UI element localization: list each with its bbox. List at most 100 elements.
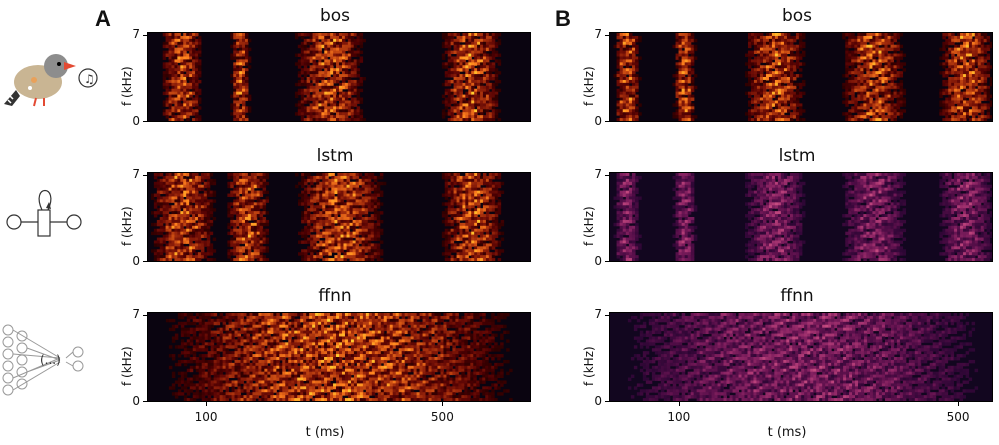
spectrogram-cell bbox=[488, 71, 493, 75]
spectrogram-cell bbox=[321, 106, 325, 110]
spectrogram-cell bbox=[330, 56, 334, 60]
spectrogram-cell bbox=[312, 327, 316, 332]
spectrogram-cell bbox=[244, 88, 249, 93]
spectrogram-cell bbox=[207, 395, 212, 399]
spectrogram-cell bbox=[462, 94, 466, 99]
spectrogram-cell bbox=[216, 362, 221, 367]
spectrogram-cell bbox=[318, 47, 322, 52]
spectrogram-cell bbox=[341, 100, 346, 104]
spectrogram-cell bbox=[222, 324, 227, 329]
spectrogram-cell bbox=[237, 345, 242, 349]
spectrogram-cell bbox=[200, 199, 205, 203]
spectrogram-cell bbox=[183, 351, 188, 355]
spectrogram-cell bbox=[367, 181, 372, 186]
spectrogram-cell bbox=[258, 365, 262, 370]
spectrogram-cell bbox=[177, 243, 181, 247]
spectrogram-cell bbox=[333, 62, 337, 66]
spectrogram-cell bbox=[356, 71, 361, 75]
spectrogram-cell bbox=[228, 374, 233, 379]
spectrogram-cell bbox=[174, 181, 178, 186]
spectrogram-cell bbox=[361, 228, 366, 233]
spectrogram-cell bbox=[186, 199, 190, 203]
spectrogram-cell bbox=[198, 395, 203, 399]
spectrogram-cell bbox=[244, 255, 249, 259]
spectrogram-cell bbox=[212, 181, 217, 186]
spectrogram-cell bbox=[319, 175, 323, 180]
spectrogram-cell bbox=[225, 339, 230, 343]
spectrogram-cell bbox=[249, 330, 253, 335]
spectrogram-cell bbox=[331, 190, 335, 195]
spectrogram-cell bbox=[300, 362, 304, 367]
spectrogram-cell bbox=[195, 44, 199, 49]
spectrogram-cell bbox=[485, 199, 490, 203]
spectrogram-cell bbox=[261, 365, 265, 370]
spectrogram-cell bbox=[485, 246, 490, 250]
spectrogram-cell bbox=[174, 246, 178, 250]
spectrogram-cell bbox=[186, 94, 190, 99]
spectrogram-cell bbox=[376, 246, 381, 250]
spectrogram-cell bbox=[162, 196, 167, 200]
spectrogram-cell bbox=[192, 79, 196, 84]
spectrogram-cell bbox=[276, 371, 280, 376]
spectrogram-cell bbox=[285, 365, 289, 370]
spectrogram-cell bbox=[177, 56, 181, 60]
spectrogram-cell bbox=[333, 91, 337, 96]
spectrogram-cell bbox=[262, 228, 267, 233]
spectrogram-cell bbox=[315, 47, 320, 52]
spectrogram-cell bbox=[313, 246, 317, 250]
spectrogram-cell bbox=[239, 208, 243, 212]
spectrogram-cell bbox=[168, 53, 173, 57]
spectrogram-cell bbox=[197, 199, 202, 203]
spectrogram-cell bbox=[183, 202, 187, 206]
spectrogram-cell bbox=[474, 211, 478, 215]
spectrogram-cell bbox=[364, 231, 369, 236]
spectrogram-cell bbox=[462, 205, 466, 209]
spectrogram-cell bbox=[346, 187, 351, 192]
spectrogram-cell bbox=[244, 205, 249, 209]
spectrogram-cell bbox=[189, 252, 193, 256]
spectrogram-cell bbox=[255, 368, 259, 373]
spectrogram-cell bbox=[279, 339, 283, 343]
spectrogram-cell bbox=[180, 112, 184, 116]
spectrogram-cell bbox=[183, 342, 188, 346]
spectrogram-cell bbox=[340, 258, 344, 261]
spectrogram-cell bbox=[180, 44, 184, 49]
spectrogram-cell bbox=[344, 85, 349, 90]
spectrogram-cell bbox=[339, 103, 343, 107]
spectrogram-cell bbox=[459, 181, 463, 186]
spectrogram-cell bbox=[246, 368, 250, 373]
spectrogram-cell bbox=[250, 208, 255, 212]
spectrogram-cell bbox=[297, 44, 302, 49]
spectrogram-cell bbox=[306, 112, 311, 116]
spectrogram-cell bbox=[253, 178, 258, 183]
spectrogram-cell bbox=[356, 33, 361, 37]
spectrogram-cell bbox=[256, 202, 261, 206]
spectrogram-cell bbox=[198, 327, 203, 332]
spectrogram-cell bbox=[200, 219, 205, 224]
spectrogram-cell bbox=[195, 389, 200, 393]
spectrogram-cell bbox=[494, 196, 499, 200]
spectrogram-cell bbox=[494, 243, 499, 247]
spectrogram-cell bbox=[258, 330, 262, 335]
spectrogram-cell bbox=[312, 348, 316, 352]
spectrogram-cell bbox=[171, 211, 175, 215]
spectrogram-cell bbox=[247, 65, 252, 69]
spectrogram-cell bbox=[494, 193, 499, 197]
spectrogram-cell bbox=[189, 33, 193, 37]
spectrogram-cell bbox=[186, 354, 191, 358]
spectrogram-cell bbox=[256, 234, 261, 239]
spectrogram-cell bbox=[344, 112, 349, 116]
spectrogram-cell bbox=[339, 59, 343, 63]
spectrogram-cell bbox=[156, 211, 161, 215]
spectrogram-cell bbox=[258, 374, 262, 379]
spectrogram-cell bbox=[304, 249, 308, 253]
spectrogram-cell bbox=[242, 181, 246, 186]
spectrogram-cell bbox=[195, 222, 199, 227]
spectrogram-cell bbox=[459, 243, 463, 247]
spectrogram-cell bbox=[252, 318, 256, 323]
spectrogram-cell bbox=[307, 225, 311, 230]
spectrogram-cell bbox=[177, 199, 181, 203]
spectrogram-cell bbox=[291, 365, 295, 370]
spectrogram-cell bbox=[482, 44, 487, 49]
spectrogram-cell bbox=[350, 68, 355, 72]
